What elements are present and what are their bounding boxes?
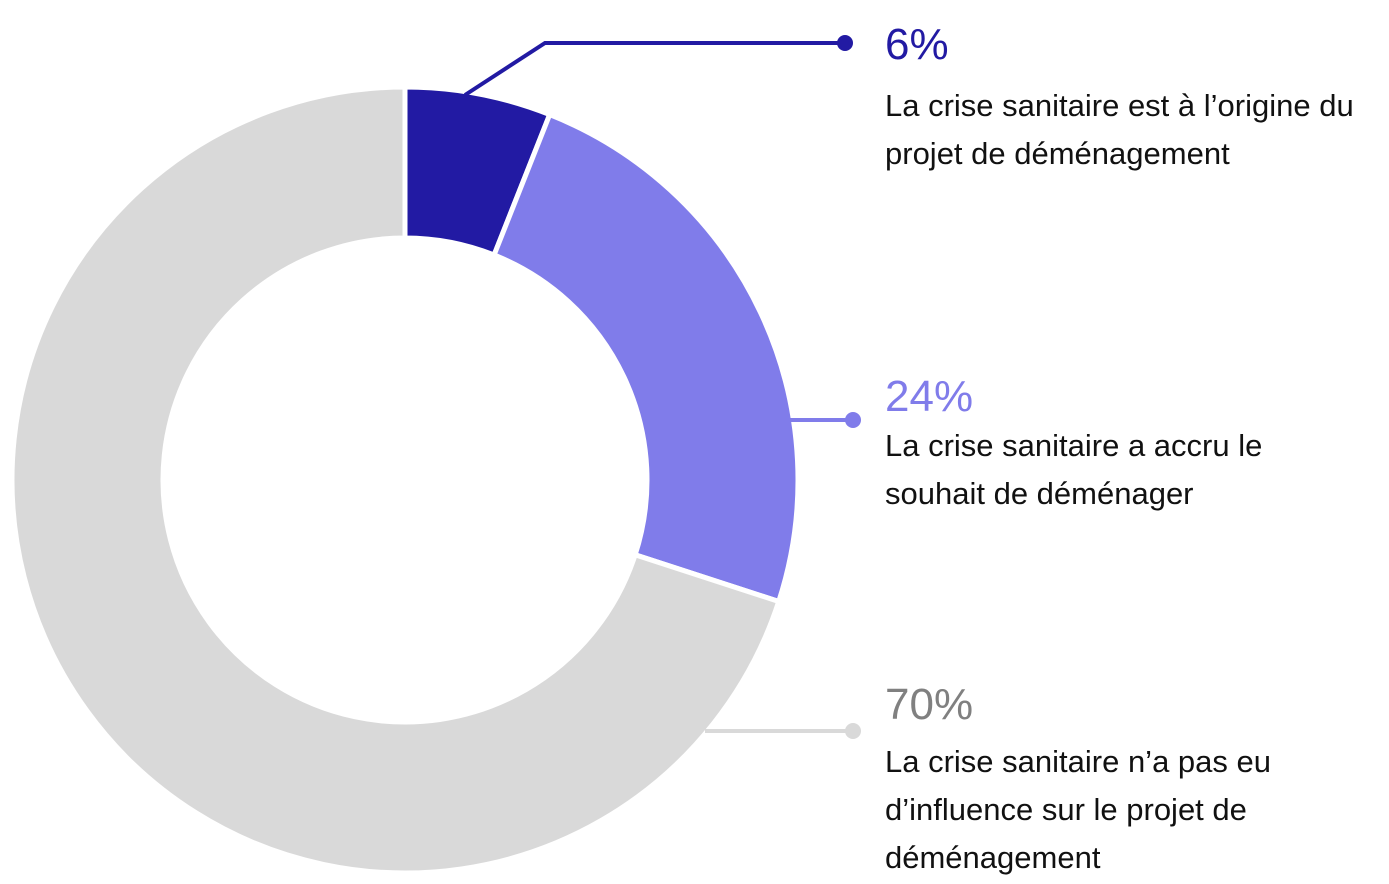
value-label: 6% bbox=[885, 20, 949, 69]
label-group: 6% La crise sanitaire est à l’origine du… bbox=[885, 20, 1389, 178]
category-label: La crise sanitaire est à l’origine du pr… bbox=[885, 88, 1354, 171]
value-label: 70% bbox=[885, 680, 974, 729]
donut-slice bbox=[9, 84, 782, 876]
value-label: 24% bbox=[885, 372, 974, 421]
category-label: La crise sanitaire n’a pas eu d’influenc… bbox=[885, 744, 1272, 875]
leader-dot bbox=[845, 723, 861, 739]
category-label: La crise sanitaire a accru le souhait de… bbox=[885, 428, 1263, 511]
leader-dot bbox=[845, 412, 861, 428]
label-group: 24% La crise sanitaire a accru le souhai… bbox=[885, 372, 1345, 518]
leader-line bbox=[463, 41, 845, 97]
label-group: 70% La crise sanitaire n’a pas eu d’infl… bbox=[885, 680, 1345, 882]
donut-slice bbox=[490, 111, 801, 605]
leader-dot bbox=[837, 35, 853, 51]
